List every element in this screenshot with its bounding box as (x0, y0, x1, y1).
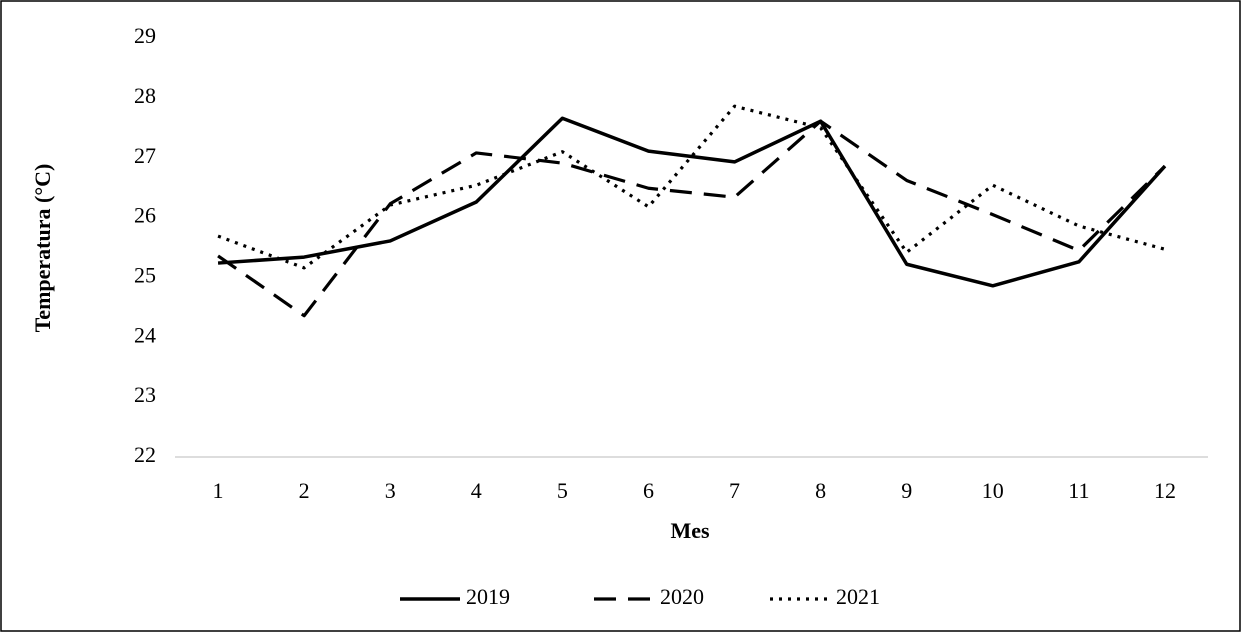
x-tick-label: 10 (982, 478, 1004, 503)
y-tick-label: 23 (134, 382, 156, 407)
x-tick-label: 9 (901, 478, 912, 503)
x-tick-label: 8 (815, 478, 826, 503)
y-tick-label: 28 (134, 83, 156, 108)
x-axis-label: Mes (670, 518, 710, 543)
y-tick-label: 26 (134, 203, 156, 228)
y-tick-label: 24 (134, 322, 156, 347)
y-tick-label: 29 (134, 23, 156, 48)
y-tick-label: 25 (134, 262, 156, 287)
x-tick-label: 1 (213, 478, 224, 503)
y-tick-label: 27 (134, 143, 156, 168)
x-tick-label: 7 (729, 478, 740, 503)
data-line (217, 119, 1167, 318)
legend-label: 2020 (660, 584, 704, 609)
data-line (217, 104, 1166, 270)
x-tick-label: 5 (557, 478, 568, 503)
legend-label: 2021 (836, 584, 880, 609)
x-tick-label: 11 (1068, 478, 1089, 503)
y-axis-label: Temperatura (°C) (30, 164, 55, 333)
x-tick-label: 2 (299, 478, 310, 503)
x-tick-label: 6 (643, 478, 654, 503)
y-tick-label: 22 (134, 442, 156, 467)
x-tick-label: 4 (471, 478, 482, 503)
x-tick-label: 3 (385, 478, 396, 503)
x-tick-label: 12 (1154, 478, 1176, 503)
legend-label: 2019 (466, 584, 510, 609)
data-line (217, 116, 1167, 288)
